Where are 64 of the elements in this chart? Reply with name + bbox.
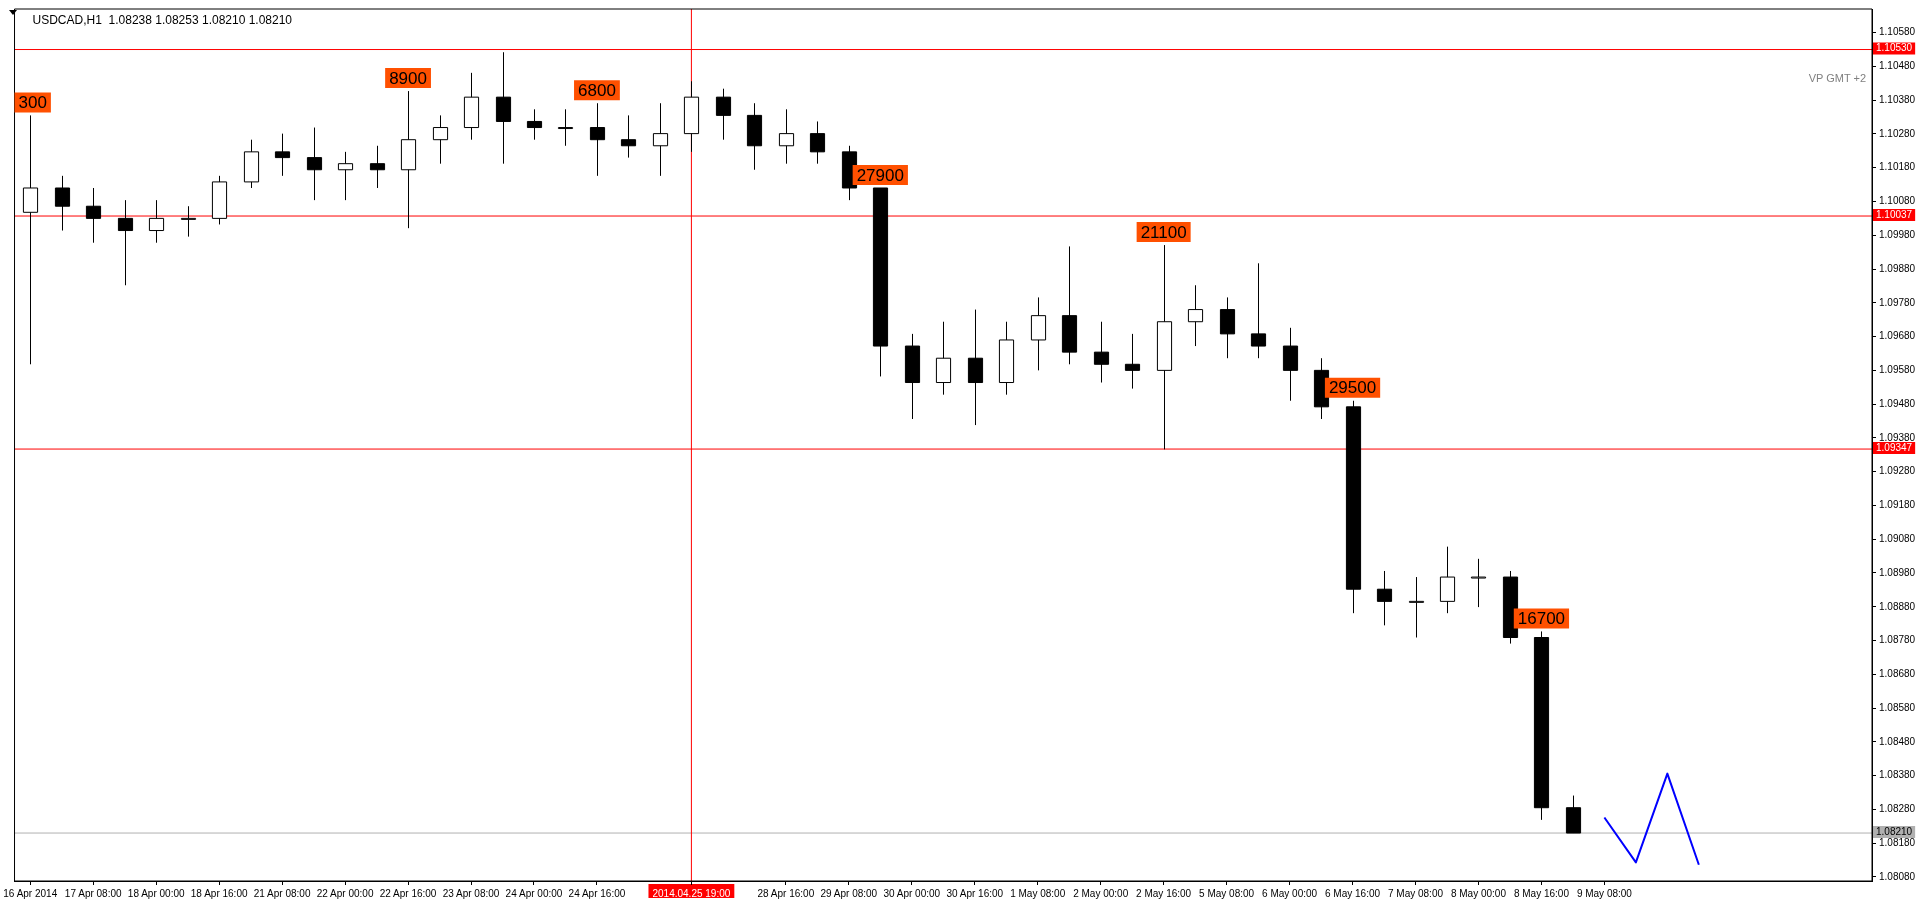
text: 21100 (1140, 222, 1187, 242)
x-tick-label: 30 Apr 16:00 (946, 887, 1004, 899)
x-tick-label: 1 May 08:00 (1010, 887, 1066, 899)
x-tick-label: 29 Apr 08:00 (820, 887, 878, 899)
annotation: VP GMT +2 (1808, 72, 1866, 85)
x-tick-label: 21 Apr 08:00 (253, 887, 311, 899)
chart-title: USDCAD,H1 1.08238 1.08253 1.08210 1.08210 (32, 13, 293, 28)
y-tick-label: 1.09180 (1879, 499, 1916, 511)
x-tick-label: 17 Apr 08:00 (64, 887, 123, 899)
y-tick-label: 1.09980 (1879, 229, 1916, 241)
y-tick-label: 1.09480 (1879, 397, 1916, 409)
x-tick-label: 9 May 08:00 (1576, 887, 1633, 899)
y-tick-label: 1.09780 (1879, 296, 1916, 308)
y-tick-label: 1.10280 (1879, 127, 1916, 139)
x-tick-label: 5 May 08:00 (1199, 887, 1255, 899)
ref-line-label: 1.10530 (1876, 42, 1913, 54)
x-tick-label: 6 May 00:00 (1262, 887, 1318, 899)
text: 300 (18, 93, 47, 113)
y-tick-label: 1.09080 (1879, 532, 1916, 544)
text: 29500 (1328, 378, 1377, 398)
y-tick-label: 1.10480 (1879, 60, 1916, 72)
x-tick-label: 24 Apr 00:00 (505, 887, 563, 899)
y-tick-label: 1.08680 (1879, 668, 1916, 680)
x-tick-label: 7 May 08:00 (1387, 887, 1444, 899)
y-tick-label: 1.10380 (1879, 93, 1916, 105)
x-tick-label: 16 Apr 2014 (3, 887, 58, 899)
x-tick-label: 2014.04.25 19:00 (652, 887, 731, 899)
text: 27900 (856, 165, 904, 185)
y-tick-label: 1.09880 (1879, 262, 1916, 274)
x-tick-label: 23 Apr 08:00 (442, 887, 500, 899)
y-tick-label: 1.08880 (1879, 600, 1916, 612)
y-tick-label: 1.08280 (1879, 803, 1916, 815)
y-tick-label: 1.09280 (1879, 465, 1916, 477)
y-tick-label: 1.10580 (1879, 26, 1916, 38)
ref-line-label: 1.10037 (1876, 208, 1913, 220)
text: 16700 (1517, 609, 1566, 629)
y-tick-label: 1.09680 (1879, 330, 1916, 342)
y-tick-label: 1.08080 (1879, 870, 1916, 882)
ref-line-label: 1.08210 (1876, 825, 1913, 837)
x-tick-label: 2 May 00:00 (1073, 887, 1129, 899)
x-tick-label: 30 Apr 00:00 (883, 887, 941, 899)
x-tick-label: 18 Apr 16:00 (190, 887, 248, 899)
x-tick-label: 22 Apr 16:00 (379, 887, 437, 899)
x-tick-label: 8 May 16:00 (1513, 887, 1570, 899)
x-tick-label: 18 Apr 00:00 (127, 887, 185, 899)
y-tick-label: 1.08180 (1879, 836, 1916, 848)
text: 6800 (578, 80, 616, 100)
y-tick-label: 1.10180 (1879, 161, 1916, 173)
y-tick-label: 1.09380 (1879, 431, 1916, 443)
x-tick-label: 8 May 00:00 (1450, 887, 1507, 899)
y-tick-label: 1.08480 (1879, 735, 1916, 747)
y-tick-label: 1.08580 (1879, 701, 1916, 713)
y-tick-label: 1.08380 (1879, 769, 1916, 781)
x-tick-label: 28 Apr 16:00 (757, 887, 815, 899)
y-tick-label: 1.09580 (1879, 364, 1916, 376)
y-tick-label: 1.08980 (1879, 566, 1916, 578)
y-tick-label: 1.10080 (1879, 195, 1916, 207)
x-tick-label: 2 May 16:00 (1136, 887, 1192, 899)
x-tick-label: 22 Apr 00:00 (316, 887, 374, 899)
ref-line-label: 1.09347 (1876, 441, 1913, 453)
y-tick-label: 1.08780 (1879, 634, 1916, 646)
text: 8900 (389, 68, 427, 88)
x-tick-label: 6 May 16:00 (1325, 887, 1381, 899)
x-tick-label: 24 Apr 16:00 (568, 887, 626, 899)
